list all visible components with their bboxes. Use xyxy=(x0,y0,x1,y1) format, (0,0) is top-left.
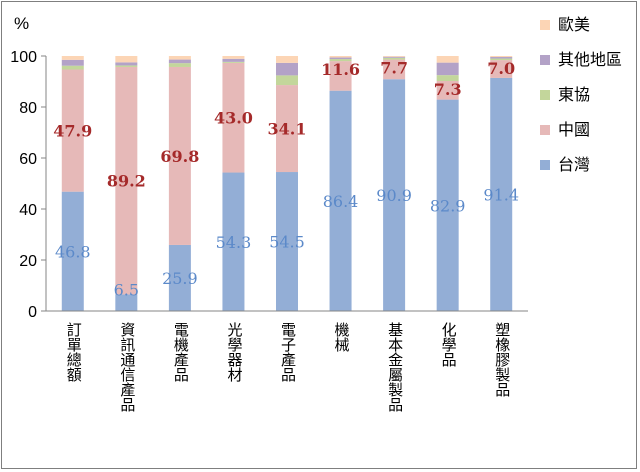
legend-label-歐美: 歐美 xyxy=(558,15,590,34)
bar-segment-台灣 xyxy=(490,77,513,312)
data-label-台灣: 54.5 xyxy=(269,233,305,252)
x-category-label: 塑橡膠製品 xyxy=(493,322,512,397)
bar-segment-中國 xyxy=(329,61,352,91)
data-label-中國: 89.2 xyxy=(107,172,146,191)
data-label-中國: 34.1 xyxy=(268,120,307,139)
x-category-label: 資訊通信產品 xyxy=(118,322,137,412)
data-label-中國: 7.0 xyxy=(487,59,515,78)
legend-swatch-歐美 xyxy=(540,20,550,30)
bar-segment-台灣 xyxy=(222,172,245,311)
x-category-label: 機械 xyxy=(332,322,351,352)
data-label-台灣: 90.9 xyxy=(376,186,412,205)
bar-segment-其他地區 xyxy=(383,56,406,58)
data-label-中國: 7.7 xyxy=(380,59,408,78)
bar-segment-其他地區 xyxy=(168,59,191,64)
data-label-中國: 43.0 xyxy=(214,109,253,128)
bar-segment-東協 xyxy=(222,61,245,63)
legend-swatch-中國 xyxy=(540,125,550,135)
bar-segment-歐美 xyxy=(168,56,191,60)
legend-label-東協: 東協 xyxy=(558,85,590,104)
data-label-台灣: 46.8 xyxy=(55,242,91,261)
bar-segment-歐美 xyxy=(383,56,406,57)
data-label-台灣: 86.4 xyxy=(323,192,359,211)
bar-segment-中國 xyxy=(436,80,459,100)
x-category-label: 化學品 xyxy=(439,322,458,367)
y-axis-unit-label: % xyxy=(14,14,29,33)
bar-segment-其他地區 xyxy=(276,62,298,76)
data-label-中國: 47.9 xyxy=(53,122,92,141)
bar-segment-中國 xyxy=(115,66,138,295)
bar-segment-東協 xyxy=(490,58,513,61)
legend-label-台灣: 台灣 xyxy=(558,155,590,174)
bar-segment-東協 xyxy=(168,63,191,67)
bar-segment-中國 xyxy=(490,60,513,78)
bar-segment-歐美 xyxy=(115,56,138,63)
data-label-中國: 7.3 xyxy=(434,80,462,99)
bar-segment-歐美 xyxy=(329,56,352,58)
bar-segment-台灣 xyxy=(276,172,298,311)
bar-segment-歐美 xyxy=(436,56,459,63)
bar-segment-中國 xyxy=(222,62,245,173)
data-label-中國: 69.8 xyxy=(160,147,199,166)
x-category-label: 電子產品 xyxy=(279,322,297,382)
legend-swatch-東協 xyxy=(540,90,550,100)
data-label-台灣: 54.3 xyxy=(216,233,252,252)
y-tick-label: 40 xyxy=(19,202,37,219)
y-tick-label: 60 xyxy=(19,151,37,168)
bar-segment-東協 xyxy=(383,57,406,60)
bar-segment-台灣 xyxy=(61,191,84,311)
y-tick-label: 100 xyxy=(10,49,37,66)
bar-segment-中國 xyxy=(168,66,191,245)
bar-segment-東協 xyxy=(329,59,352,62)
bar-segment-其他地區 xyxy=(115,62,138,66)
x-category-label: 訂單總額 xyxy=(64,322,83,382)
bar-segment-中國 xyxy=(276,85,298,173)
bar-segment-其他地區 xyxy=(329,57,352,60)
bar-segment-歐美 xyxy=(490,56,513,58)
legend-label-其他地區: 其他地區 xyxy=(558,50,622,69)
data-label-台灣: 25.9 xyxy=(162,269,198,288)
y-tick-label: 80 xyxy=(19,100,37,117)
bar-segment-台灣 xyxy=(329,90,352,312)
bar-segment-台灣 xyxy=(436,99,459,311)
legend-label-中國: 中國 xyxy=(558,120,590,139)
x-category-label: 電機產品 xyxy=(171,322,190,382)
y-tick-label: 0 xyxy=(28,304,37,321)
x-category-label: 光學器材 xyxy=(225,322,244,382)
bar-segment-台灣 xyxy=(115,294,138,311)
bar-segment-中國 xyxy=(61,69,84,192)
x-category-label: 基本金屬製品 xyxy=(386,322,405,412)
y-tick-label: 20 xyxy=(19,253,37,270)
bar-segment-其他地區 xyxy=(61,59,84,66)
bar-segment-歐美 xyxy=(222,56,245,59)
bar-segment-東協 xyxy=(436,75,459,81)
bar-segment-其他地區 xyxy=(222,58,245,62)
bar-segment-東協 xyxy=(276,75,298,86)
bar-segment-東協 xyxy=(61,65,84,70)
bar-segment-歐美 xyxy=(61,56,84,60)
bar-segment-台灣 xyxy=(168,244,191,311)
data-label-台灣: 82.9 xyxy=(430,196,466,215)
bar-segment-其他地區 xyxy=(490,57,513,59)
data-label-台灣: 6.5 xyxy=(114,280,139,299)
legend-swatch-台灣 xyxy=(540,160,550,170)
bar-segment-台灣 xyxy=(383,79,406,311)
bar-segment-中國 xyxy=(383,59,406,80)
bar-segment-歐美 xyxy=(276,56,298,63)
bar-segment-東協 xyxy=(115,65,138,67)
data-label-中國: 11.6 xyxy=(321,60,360,79)
bar-segment-其他地區 xyxy=(436,62,459,76)
legend-swatch-其他地區 xyxy=(540,55,550,65)
data-label-台灣: 91.4 xyxy=(483,185,519,204)
